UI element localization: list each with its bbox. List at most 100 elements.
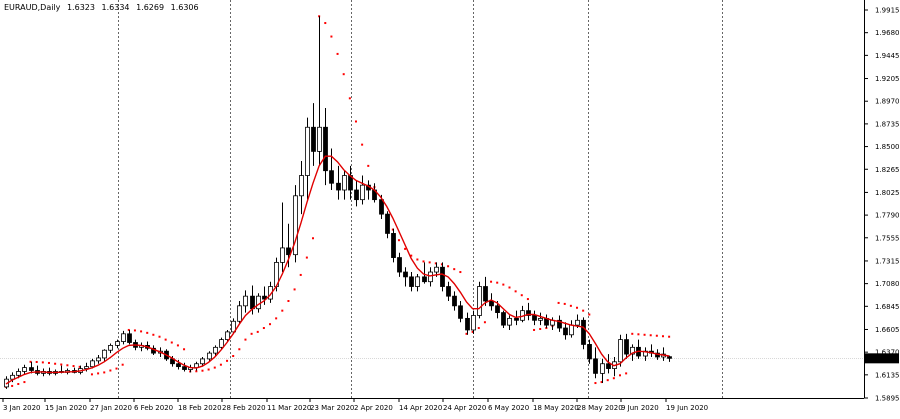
candle[interactable] bbox=[489, 293, 494, 311]
candle[interactable] bbox=[243, 290, 248, 313]
candle[interactable] bbox=[194, 361, 199, 371]
candle[interactable] bbox=[557, 315, 562, 332]
candlestick-series[interactable] bbox=[4, 16, 672, 389]
candle[interactable] bbox=[520, 305, 525, 323]
candle[interactable] bbox=[47, 367, 52, 376]
candle[interactable] bbox=[207, 351, 212, 361]
candle[interactable] bbox=[200, 356, 205, 367]
candle[interactable] bbox=[538, 312, 543, 326]
candle[interactable] bbox=[618, 334, 623, 367]
candle[interactable] bbox=[600, 358, 605, 384]
candle[interactable] bbox=[636, 339, 641, 359]
candle[interactable] bbox=[501, 310, 506, 329]
sar-dot bbox=[649, 334, 652, 337]
candle[interactable] bbox=[532, 310, 537, 326]
candle[interactable] bbox=[440, 262, 445, 292]
candle[interactable] bbox=[225, 329, 230, 342]
candle[interactable] bbox=[102, 349, 107, 361]
candle[interactable] bbox=[72, 367, 77, 374]
candle[interactable] bbox=[115, 339, 120, 349]
price-tick-label: 1.7315 bbox=[875, 257, 900, 265]
candle[interactable] bbox=[391, 228, 396, 263]
candle[interactable] bbox=[483, 276, 488, 306]
candle[interactable] bbox=[121, 330, 126, 345]
sar-dot bbox=[428, 261, 431, 264]
candle[interactable] bbox=[213, 345, 218, 357]
price-tick-label: 1.9915 bbox=[875, 7, 900, 15]
candle[interactable] bbox=[293, 185, 298, 263]
bull-candle-body bbox=[600, 363, 605, 374]
price-axis[interactable]: 1.9915 1.9680 1.9445 1.9205 1.8970 1.8735 1.85… bbox=[864, 7, 900, 403]
candle[interactable] bbox=[415, 273, 420, 292]
bull-candle-body bbox=[434, 266, 439, 273]
candle[interactable] bbox=[403, 267, 408, 287]
candle[interactable] bbox=[385, 211, 390, 239]
candle[interactable] bbox=[526, 302, 531, 321]
candle[interactable] bbox=[329, 148, 334, 191]
bear-candle-body bbox=[452, 295, 457, 307]
candle[interactable] bbox=[649, 344, 654, 357]
candle[interactable] bbox=[587, 339, 592, 364]
candle[interactable] bbox=[593, 347, 598, 379]
candle[interactable] bbox=[569, 320, 574, 338]
candle[interactable] bbox=[96, 355, 101, 364]
sar-dot bbox=[361, 143, 364, 146]
candle[interactable] bbox=[452, 291, 457, 311]
candle[interactable] bbox=[409, 272, 414, 292]
candle[interactable] bbox=[563, 322, 568, 340]
candle[interactable] bbox=[348, 165, 353, 200]
candle[interactable] bbox=[372, 183, 377, 203]
candle[interactable] bbox=[428, 267, 433, 287]
bull-candle-body bbox=[477, 286, 482, 316]
candle[interactable] bbox=[35, 365, 40, 376]
bear-candle-body bbox=[624, 339, 629, 355]
candle[interactable] bbox=[317, 16, 322, 166]
candle[interactable] bbox=[323, 107, 328, 186]
candle[interactable] bbox=[299, 161, 304, 215]
candle[interactable] bbox=[139, 342, 144, 352]
candle[interactable] bbox=[108, 343, 113, 354]
open-value: 1.6323 bbox=[66, 3, 95, 12]
candle[interactable] bbox=[231, 318, 236, 334]
candle[interactable] bbox=[188, 364, 193, 373]
sar-dot bbox=[569, 304, 572, 307]
candle[interactable] bbox=[446, 281, 451, 301]
candle[interactable] bbox=[667, 355, 672, 362]
candle[interactable] bbox=[465, 312, 470, 335]
candle[interactable] bbox=[661, 347, 666, 361]
candle[interactable] bbox=[624, 333, 629, 359]
candle[interactable] bbox=[280, 202, 285, 273]
candle[interactable] bbox=[507, 315, 512, 330]
candle[interactable] bbox=[581, 317, 586, 350]
candle[interactable] bbox=[606, 354, 611, 374]
sar-dot bbox=[60, 363, 63, 366]
candle[interactable] bbox=[311, 103, 316, 166]
candle[interactable] bbox=[612, 356, 617, 377]
candle[interactable] bbox=[182, 362, 187, 372]
candle[interactable] bbox=[458, 301, 463, 323]
candle[interactable] bbox=[544, 314, 549, 329]
candle[interactable] bbox=[219, 337, 224, 350]
sar-dot bbox=[447, 265, 450, 268]
time-axis[interactable]: 3 Jan 2020 15 Jan 2020 27 Jan 2020 6 Feb 20… bbox=[2, 398, 708, 412]
candle[interactable] bbox=[305, 117, 310, 200]
candle[interactable] bbox=[22, 364, 27, 375]
bull-candle-body bbox=[200, 358, 205, 365]
candle[interactable] bbox=[471, 310, 476, 334]
candle[interactable] bbox=[237, 301, 242, 325]
sar-dot bbox=[465, 332, 468, 335]
candle[interactable] bbox=[422, 262, 427, 284]
candle[interactable] bbox=[336, 165, 341, 200]
candle[interactable] bbox=[477, 281, 482, 319]
candle[interactable] bbox=[342, 170, 347, 200]
candle[interactable] bbox=[127, 329, 132, 345]
candle[interactable] bbox=[366, 180, 371, 200]
candle[interactable] bbox=[29, 361, 34, 374]
candle[interactable] bbox=[354, 180, 359, 207]
candle[interactable] bbox=[643, 347, 648, 361]
candle[interactable] bbox=[397, 252, 402, 277]
price-tick-label: 1.8265 bbox=[875, 166, 900, 174]
candle[interactable] bbox=[360, 175, 365, 205]
